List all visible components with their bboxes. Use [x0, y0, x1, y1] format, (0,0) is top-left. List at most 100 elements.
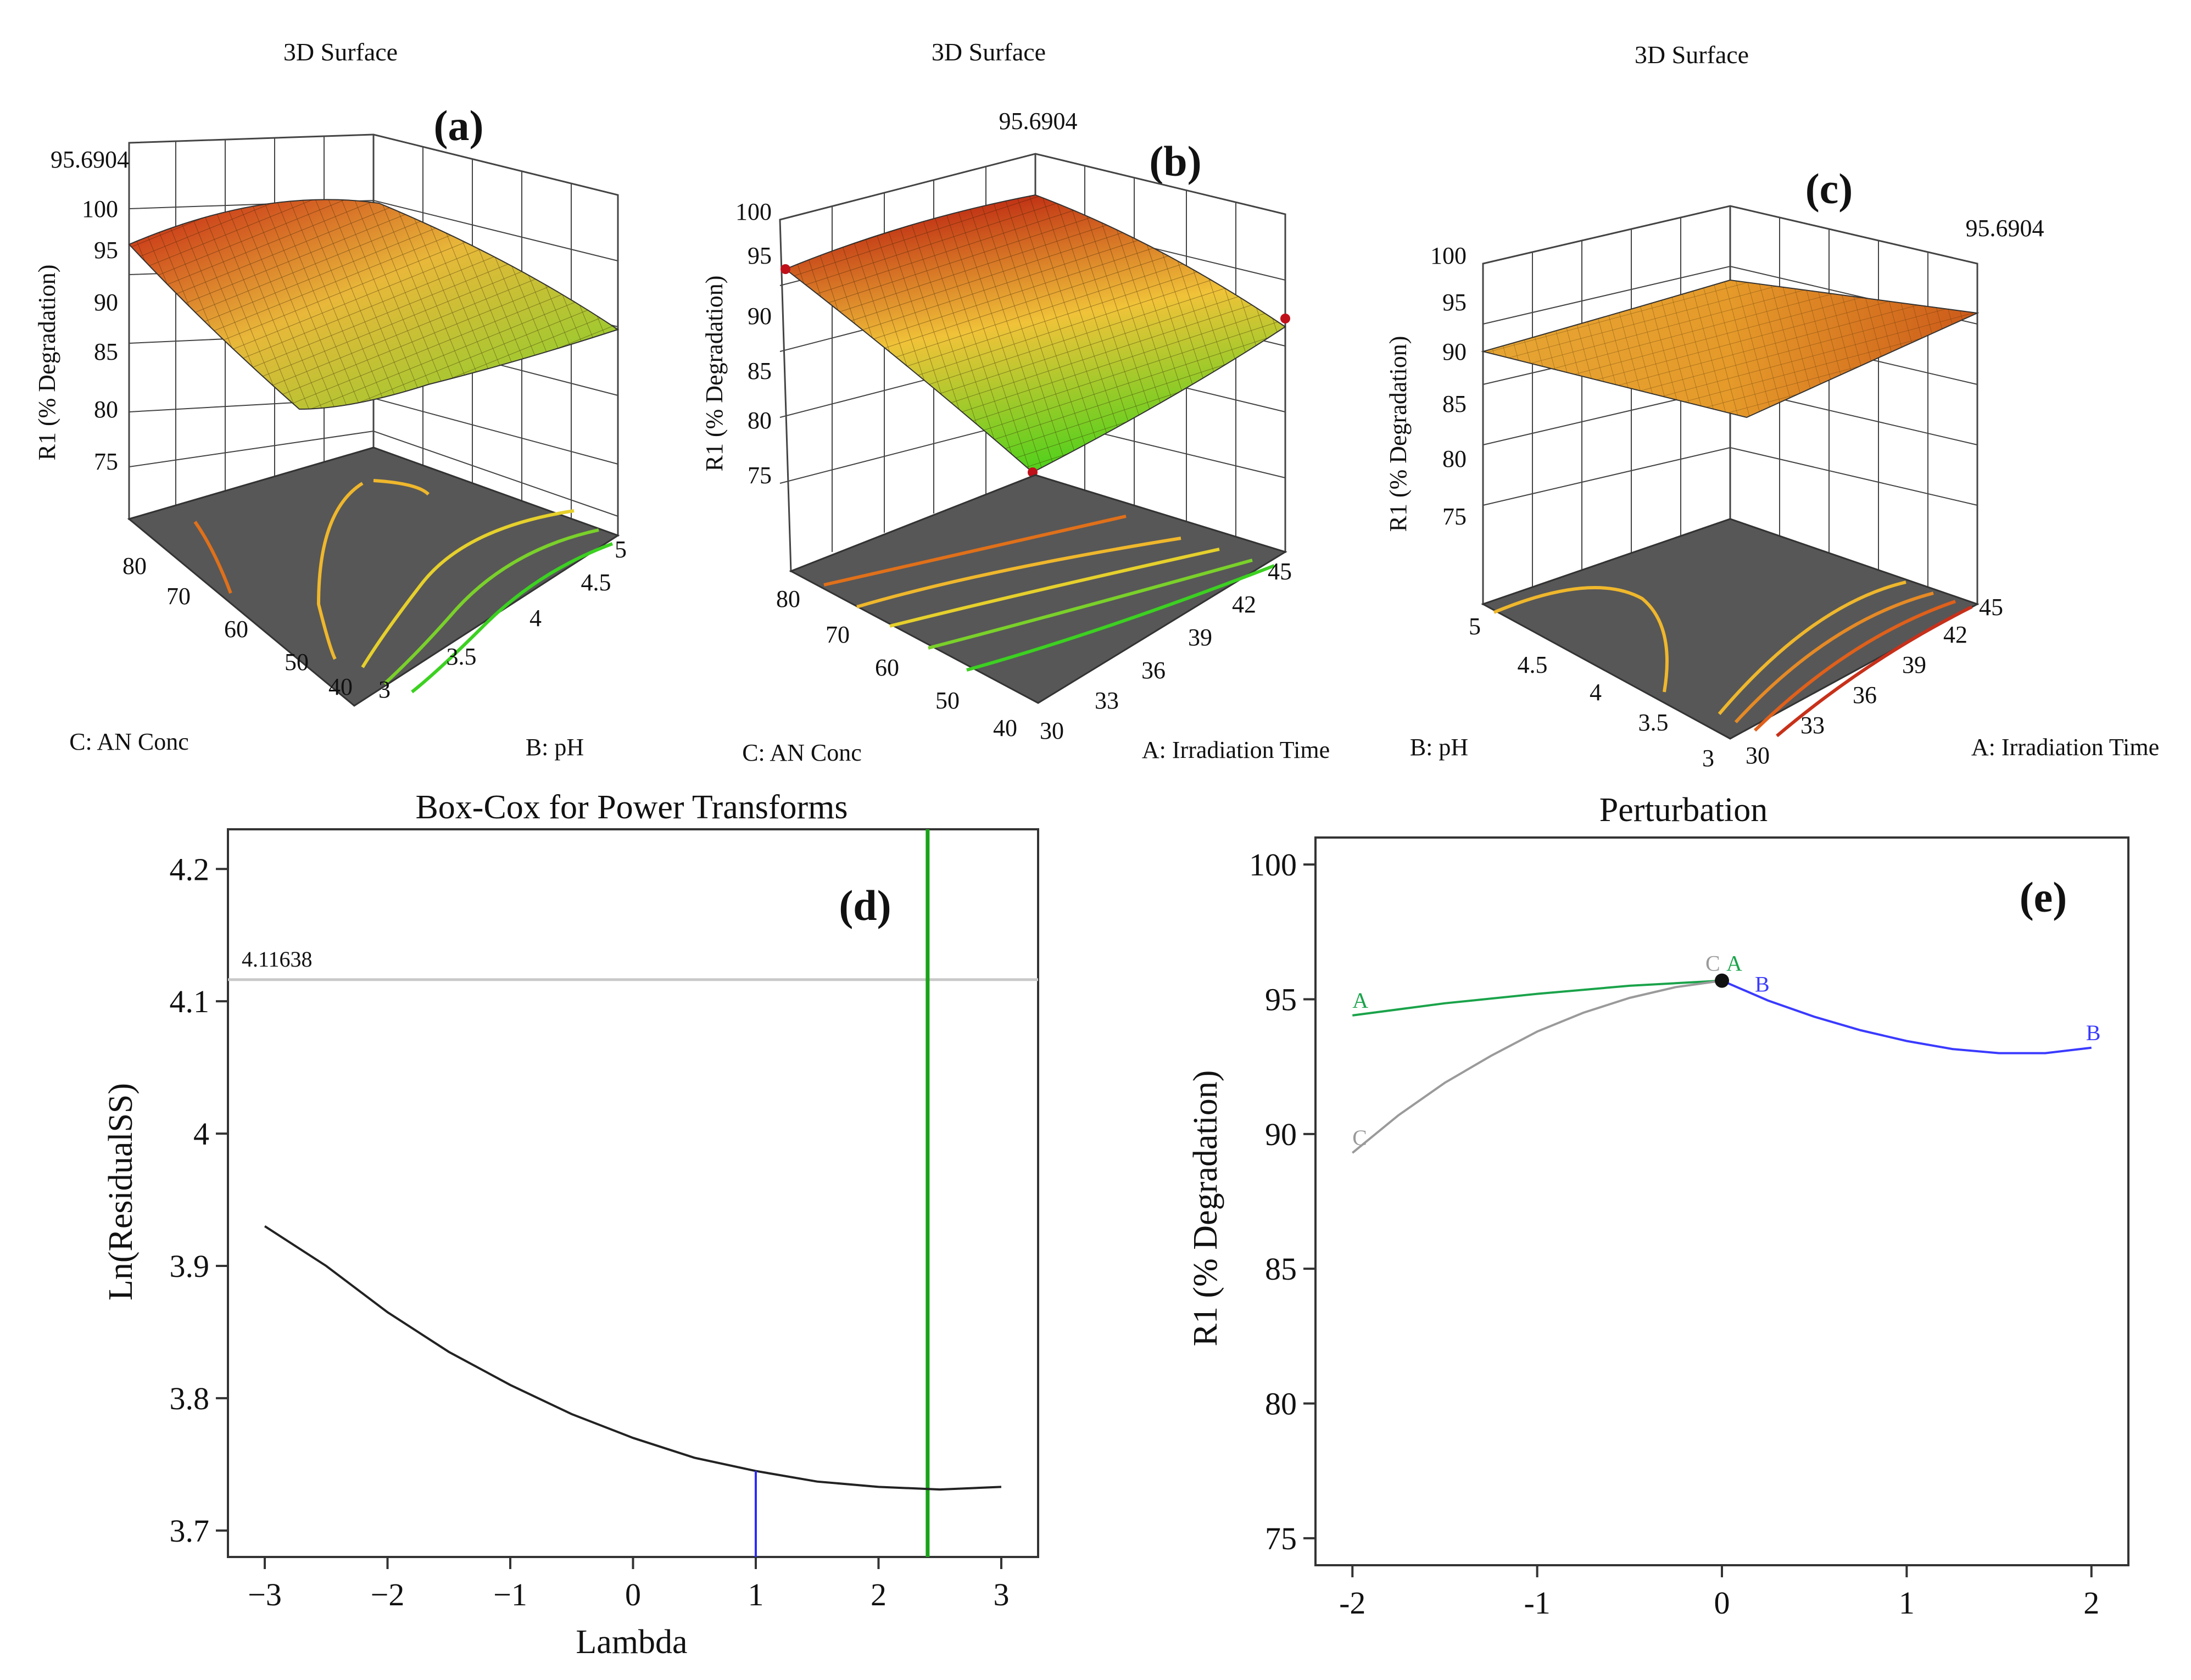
panel-b-left-tick: 70 [826, 621, 850, 648]
panel-e-reference-point [1715, 973, 1729, 988]
panel-b-left-axis-label: C: AN Conc [742, 739, 862, 766]
panel-e-title: Perturbation [1599, 791, 1768, 829]
panel-c-ztick: 95 [1442, 289, 1467, 316]
panel-e-plot-frame [1314, 836, 2129, 1566]
panel-d-xtick-label: 0 [625, 1577, 641, 1612]
panel-b-title: 3D Surface [932, 38, 1046, 66]
panel-a-left-tick: 60 [224, 616, 248, 643]
panel-d-ytick-label: 4.2 [170, 851, 210, 887]
panel-a-ztick: 80 [94, 396, 118, 423]
panel-c-letter: (c) [1805, 165, 1853, 213]
panel-a-ztick: 90 [94, 289, 118, 316]
panel-d-letter: (d) [839, 881, 891, 929]
panel-b-right-tick: 33 [1095, 687, 1119, 714]
panel-c-right-tick: 45 [1979, 594, 2003, 621]
panel-a-left-axis-label: C: AN Conc [69, 728, 189, 755]
panel-a-floor [127, 446, 620, 707]
panel-d-ytick-label: 4 [193, 1116, 209, 1152]
panel-d-series-line [264, 1225, 1002, 1491]
panel-e-ylabel: R1 (% Degradation) [1187, 1070, 1224, 1347]
panel-d-xtick-label: 1 [748, 1577, 763, 1612]
panel-c-right-tick: 33 [1800, 712, 1825, 739]
panel-d-reference-label: 4.11638 [242, 947, 313, 972]
panel-b-corner-marker [1280, 314, 1290, 323]
panel-c-zlabel: R1 (% Degradation) [1385, 336, 1412, 532]
panel-a-right-tick: 4.5 [581, 569, 611, 596]
panel-d-plot-frame [227, 828, 1039, 1558]
panel-e-series-center-label: B [1755, 972, 1770, 997]
panel-e: Perturbation (e) R1 (% Degradation) -2 -1… [1187, 791, 2129, 1621]
panel-d-ytick-label: 3.7 [170, 1513, 210, 1549]
panel-b-zlabel: R1 (% Degradation) [701, 276, 728, 472]
panel-a-left-tick: 70 [166, 583, 191, 610]
panel-a-title: 3D Surface [283, 38, 398, 66]
panel-a-letter: (a) [434, 102, 484, 149]
panel-a-ztick: 75 [94, 448, 118, 475]
panel-e-letter: (e) [2020, 873, 2067, 921]
panel-a-right-axis-label: B: pH [526, 734, 584, 761]
panel-b-right-tick: 39 [1188, 624, 1212, 651]
panel-e-ytick-label: 75 [1265, 1521, 1297, 1556]
panel-c-left-tick: 5 [1469, 613, 1481, 640]
panel-d-title: Box-Cox for Power Transforms [415, 789, 848, 826]
panel-e-series-end-label: A [1352, 988, 1368, 1013]
panel-d-ytick-label: 4.1 [170, 984, 210, 1019]
panel-a-right-tick: 3 [378, 676, 391, 703]
panel-e-series-line [1352, 979, 1722, 1017]
panel-c-left-axis-label: B: pH [1410, 734, 1468, 761]
panel-a-right-tick: 4 [529, 605, 542, 632]
panel-b-ztick: 100 [735, 198, 772, 225]
panel-b-left-tick: 80 [776, 585, 800, 612]
panel-e-series-end-label: C [1352, 1125, 1367, 1150]
panel-c-ztick: 75 [1442, 503, 1467, 530]
panel-c-left-tick: 3 [1702, 745, 1714, 772]
panel-c-left-tick: 4.5 [1518, 651, 1548, 678]
panel-b-right-tick: 45 [1268, 558, 1292, 585]
panel-b-ztick: 90 [748, 303, 772, 330]
panel-a-peak-label: 95.6904 [51, 146, 129, 173]
panel-e-ytick-label: 95 [1265, 981, 1297, 1017]
panel-c-left-tick: 4 [1590, 679, 1602, 706]
panel-d-ylabel: Ln(ResidualSS) [102, 1083, 140, 1301]
panel-c-title: 3D Surface [1635, 41, 1749, 69]
panel-d-xtick-label: 3 [993, 1577, 1009, 1612]
panel-e-xtick-label: 0 [1714, 1585, 1730, 1621]
panel-a-ztick: 100 [82, 196, 118, 222]
panel-c-ztick: 80 [1442, 445, 1467, 472]
panel-b-right-tick: 36 [1141, 657, 1166, 684]
panel-d-xtick-label: −1 [493, 1577, 527, 1612]
panel-e-ytick-label: 90 [1265, 1117, 1297, 1152]
panel-c-peak-label: 95.6904 [1966, 215, 2044, 242]
panel-e-xtick-label: -2 [1339, 1585, 1365, 1621]
panel-e-ytick-label: 80 [1265, 1386, 1297, 1422]
panel-b-ztick: 95 [748, 242, 772, 269]
panel-b-right-tick: 42 [1232, 591, 1256, 618]
panel-c-ztick: 85 [1442, 390, 1467, 417]
panel-a-left-tick: 40 [328, 673, 353, 700]
panel-a-left-tick: 50 [285, 649, 309, 676]
panel-c-ztick: 100 [1430, 242, 1467, 269]
panel-a-right-tick: 3.5 [447, 643, 477, 670]
panel-b-letter: (b) [1149, 137, 1201, 185]
panel-c-right-tick: 36 [1853, 682, 1877, 708]
panel-b-ztick: 75 [748, 462, 772, 489]
panel-c-right-tick: 39 [1902, 651, 1926, 678]
panel-d-ytick-label: 3.8 [170, 1381, 210, 1416]
panel-e-series-center-label: A [1726, 951, 1742, 976]
panel-e-series-center-label: C [1705, 951, 1720, 976]
panel-e-series-end-label: B [2086, 1020, 2101, 1045]
panel-b-right-tick: 30 [1040, 717, 1064, 744]
panel-c-right-tick: 30 [1746, 742, 1770, 769]
panel-b-ztick: 80 [748, 407, 772, 434]
panel-e-ytick-label: 100 [1249, 847, 1297, 883]
panel-a-ztick: 95 [94, 237, 118, 264]
panel-b-corner-marker [780, 264, 790, 274]
panel-d-xlabel: Lambda [576, 1623, 687, 1661]
panel-a-right-tick: 5 [615, 536, 627, 563]
panel-b-peak-label: 95.6904 [999, 108, 1078, 135]
panel-a-ztick: 85 [94, 338, 118, 365]
panel-c-left-tick: 3.5 [1638, 709, 1669, 736]
panel-c-ztick: 90 [1442, 338, 1467, 365]
panel-a: 3D Surface (a) 100 95 90 85 80 75 95.690… [34, 38, 627, 761]
panel-a-zlabel: R1 (% Degradation) [34, 265, 60, 461]
